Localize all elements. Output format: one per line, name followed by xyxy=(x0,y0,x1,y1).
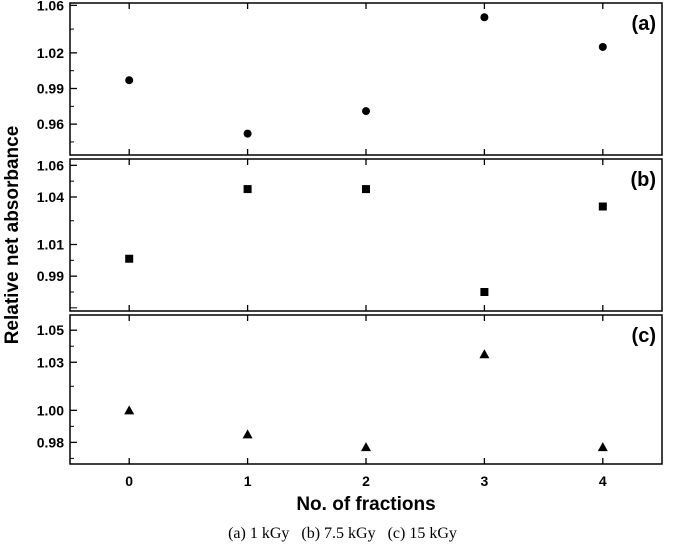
y-tick-label: 1.05 xyxy=(37,322,64,338)
panels-group: 1.061.020.990.96(a)1.061.041.010.99(b)1.… xyxy=(37,0,663,465)
panel-label: (b) xyxy=(630,169,656,191)
data-point xyxy=(598,42,607,51)
y-tick-label: 0.99 xyxy=(37,81,64,97)
data-point xyxy=(243,129,252,138)
y-tick-label: 1.03 xyxy=(37,354,64,370)
data-point xyxy=(480,288,489,296)
y-tick-label: 1.06 xyxy=(37,0,64,13)
panel-label: (a) xyxy=(632,13,656,35)
y-tick-label: 1.04 xyxy=(37,189,64,205)
y-tick-label: 0.99 xyxy=(37,268,64,284)
x-tick-label: 4 xyxy=(599,473,607,489)
panel-2: 1.06 1.04 1.01 0.99 (b) xyxy=(37,157,663,312)
x-tick-label: 1 xyxy=(244,473,252,489)
y-tick-label: 1.02 xyxy=(37,45,64,61)
data-point xyxy=(597,442,608,452)
data-point xyxy=(361,442,371,452)
panel-1: 1.06 1.02 0.99 0.96 (a) xyxy=(37,0,663,156)
data-point xyxy=(125,254,134,263)
data-point xyxy=(243,185,252,194)
data-point xyxy=(479,349,490,359)
data-point xyxy=(480,13,489,22)
y-tick-label: 0.98 xyxy=(37,434,64,450)
data-point xyxy=(362,185,370,194)
x-axis-title: No. of fractions xyxy=(296,494,435,515)
panel-frame xyxy=(69,2,663,156)
panel-3: 1.05 1.03 1.00 0.98 (c) xyxy=(37,314,663,465)
y-tick-label: 1.00 xyxy=(37,402,64,418)
data-point xyxy=(598,202,607,211)
panel-frame xyxy=(69,314,663,465)
data-point xyxy=(362,107,370,116)
x-tick-label: 3 xyxy=(481,473,489,489)
y-axis-title: Relative net absorbance xyxy=(2,126,23,345)
y-tick-label: 1.01 xyxy=(37,237,64,253)
x-tick-label: 0 xyxy=(125,473,133,489)
data-point xyxy=(242,429,253,439)
y-tick-label: 1.06 xyxy=(37,157,64,173)
data-point xyxy=(125,76,134,85)
x-tick-label: 2 xyxy=(362,473,370,489)
figure-caption: (a) 1 kGy (b) 7.5 kGy (c) 15 kGy xyxy=(228,525,457,542)
panel-frame xyxy=(69,158,663,312)
x-axis: 0 1 2 3 4 xyxy=(125,473,607,489)
y-tick-label: 0.96 xyxy=(37,116,64,132)
panel-label: (c) xyxy=(632,325,656,347)
data-point xyxy=(124,405,135,415)
